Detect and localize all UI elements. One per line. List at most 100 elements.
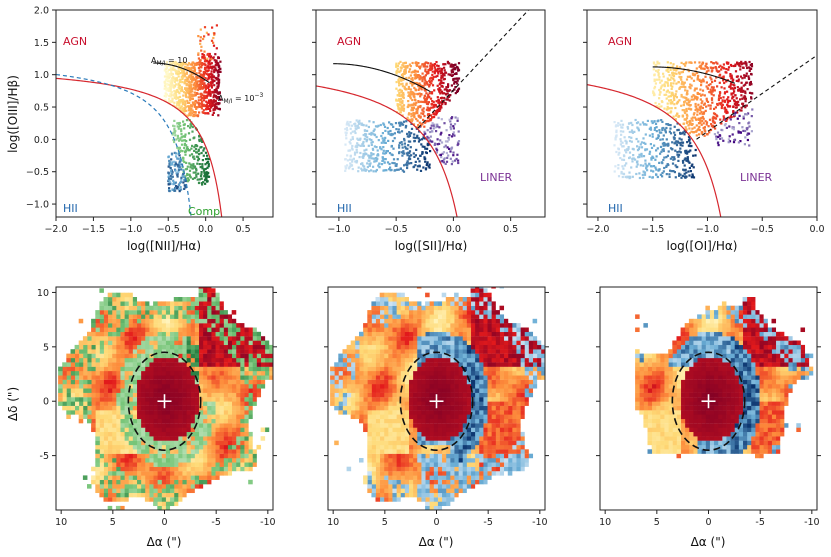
scatter-point xyxy=(196,115,199,118)
scatter-point xyxy=(710,98,714,101)
map-pixel xyxy=(235,366,241,372)
scatter-point xyxy=(678,75,681,78)
scatter-point xyxy=(613,170,616,173)
map-pixel xyxy=(186,466,191,472)
scatter-point xyxy=(412,166,415,169)
map-pixel xyxy=(149,327,154,333)
map-pixel xyxy=(252,392,257,398)
map-pixel xyxy=(206,375,212,380)
scatter-point xyxy=(365,133,368,136)
scatter-point xyxy=(201,183,204,186)
scatter-point xyxy=(365,124,368,127)
map-pixel xyxy=(202,440,208,446)
map-pixel xyxy=(198,388,204,393)
scatter-point xyxy=(748,69,751,72)
scatter-point xyxy=(672,170,675,173)
scatter-point xyxy=(721,100,724,103)
map-pixel xyxy=(211,314,216,319)
scatter-point xyxy=(388,168,391,171)
map-pixel xyxy=(132,318,138,324)
map-pixel xyxy=(244,366,249,372)
scatter-point xyxy=(176,62,179,65)
map-pixel xyxy=(128,314,133,319)
map-pixel xyxy=(198,314,204,319)
scatter-point xyxy=(163,98,166,101)
scatter-point xyxy=(731,95,734,98)
map-pixel xyxy=(165,349,171,354)
map-pixel xyxy=(206,388,212,393)
scatter-point xyxy=(183,139,187,142)
map-pixel xyxy=(140,344,146,350)
scatter-point xyxy=(445,88,448,91)
scatter-point xyxy=(745,62,748,66)
map-pixel xyxy=(149,431,154,437)
scatter-point xyxy=(204,59,207,62)
scatter-point xyxy=(450,74,453,77)
map-pixel xyxy=(231,431,237,437)
scatter-point xyxy=(413,92,416,95)
scatter-point xyxy=(416,70,419,73)
scatter-point xyxy=(619,140,623,143)
scatter-point xyxy=(361,169,364,172)
scatter-point xyxy=(177,64,181,67)
scatter-point xyxy=(615,134,618,137)
scatter-point xyxy=(172,181,175,184)
map-pixel xyxy=(194,323,200,328)
y-tick-label: −1.0 xyxy=(26,200,49,211)
scatter-point xyxy=(375,158,378,161)
scatter-point xyxy=(448,62,451,65)
scatter-point xyxy=(216,69,219,73)
scatter-point xyxy=(631,123,634,127)
scatter-point xyxy=(658,97,661,100)
map-pixel xyxy=(248,384,253,389)
map-pixel xyxy=(157,314,162,319)
scatter-point xyxy=(439,101,442,104)
scatter-point xyxy=(217,114,220,117)
map-pixel xyxy=(260,427,266,433)
scatter-point xyxy=(425,101,428,104)
bpt-nii-hii-label: HII xyxy=(63,202,78,215)
map-pixel xyxy=(264,371,270,376)
map-pixel xyxy=(169,340,175,346)
map-pixel xyxy=(235,436,241,441)
scatter-point xyxy=(355,148,358,151)
map-pixel xyxy=(140,349,146,354)
scatter-point xyxy=(364,153,367,156)
map-pixel xyxy=(128,423,133,428)
map-pixel xyxy=(124,431,129,437)
scatter-point xyxy=(436,123,439,126)
map-pixel xyxy=(235,431,241,437)
map-pixel xyxy=(239,323,245,328)
map-pixel xyxy=(202,436,208,441)
scatter-point xyxy=(690,117,693,120)
bpt-nii-comp-label: Comp xyxy=(188,205,220,218)
scatter-point xyxy=(345,123,348,126)
scatter-point xyxy=(350,124,354,127)
map-pixel xyxy=(206,453,212,459)
map-pixel xyxy=(140,388,146,393)
map-pixel xyxy=(219,414,224,420)
scatter-point xyxy=(719,137,722,140)
map-pixel xyxy=(239,357,245,363)
map-pixel xyxy=(153,440,158,446)
scatter-point xyxy=(178,184,181,187)
scatter-point xyxy=(182,181,185,184)
scatter-point xyxy=(719,96,722,100)
scatter-point xyxy=(203,55,206,58)
scatter-point xyxy=(688,150,691,153)
map-pixel xyxy=(231,371,237,376)
scatter-point xyxy=(681,159,685,163)
scatter-point xyxy=(402,170,406,173)
scatter-point xyxy=(719,103,722,106)
scatter-point xyxy=(656,70,659,73)
map-pixel xyxy=(231,327,237,333)
map-pixel xyxy=(198,462,204,467)
map-pixel xyxy=(223,323,228,328)
scatter-point xyxy=(172,66,175,69)
map-pixel xyxy=(165,440,171,446)
scatter-point xyxy=(181,99,184,102)
map-pixel xyxy=(211,305,216,311)
scatter-point xyxy=(628,136,631,139)
map-pixel xyxy=(235,466,241,472)
map-pixel xyxy=(248,349,253,354)
